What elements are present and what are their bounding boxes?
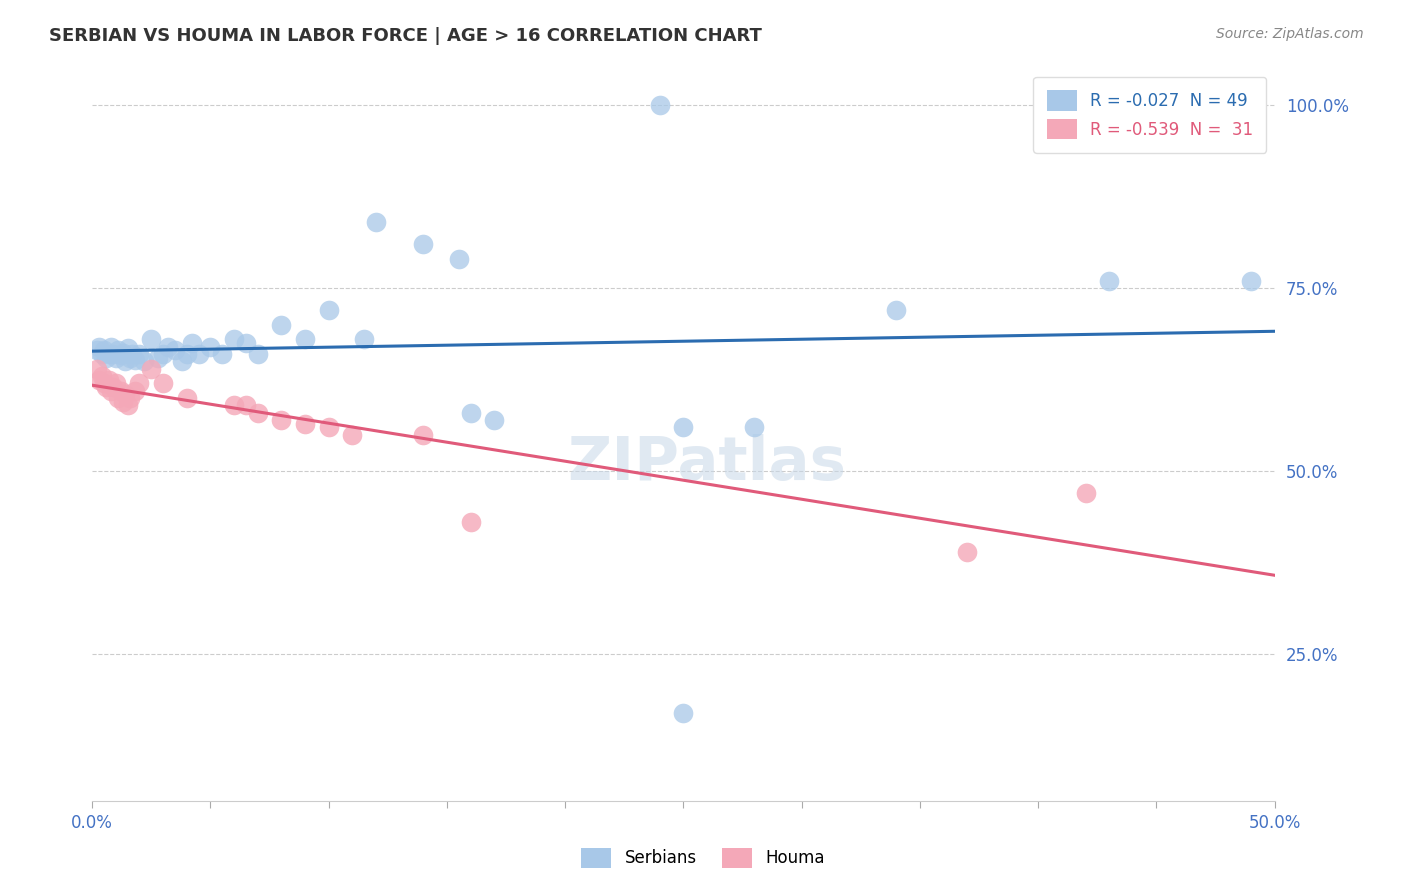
Legend: R = -0.027  N = 49, R = -0.539  N =  31: R = -0.027 N = 49, R = -0.539 N = 31 [1033,77,1267,153]
Point [124,352,146,367]
Point [294,417,316,431]
Point [294,332,316,346]
Point [318,303,340,318]
Point [170,354,193,368]
Point [180,336,202,351]
Point [235,336,257,351]
Point [460,516,482,530]
Point [246,347,269,361]
Point [97,373,120,387]
Legend: Serbians, Houma: Serbians, Houma [575,841,831,875]
Point [128,347,150,361]
Point [104,376,127,391]
Point [270,413,292,427]
Point [114,354,136,368]
Point [152,376,174,391]
Point [222,398,245,412]
Point [484,413,506,427]
Point [96,380,118,394]
Point [672,420,695,434]
Point [222,332,245,346]
Point [364,215,387,229]
Point [110,384,132,398]
Point [121,347,143,361]
Text: ZIPatlas: ZIPatlas [568,434,846,493]
Point [89,373,111,387]
Point [1074,486,1097,500]
Point [89,340,111,354]
Point [117,398,139,412]
Point [270,318,292,332]
Point [117,341,139,355]
Point [156,340,179,354]
Point [107,343,129,358]
Point [460,406,482,420]
Point [1240,274,1263,288]
Point [235,398,257,412]
Point [104,351,127,365]
Point [134,354,156,368]
Point [412,427,434,442]
Point [342,427,364,442]
Point [111,394,134,409]
Point [128,376,150,391]
Point [744,420,766,434]
Point [648,98,671,112]
Point [956,544,979,558]
Point [118,391,141,405]
Point [176,391,198,405]
Point [211,347,233,361]
Point [96,351,118,365]
Point [100,384,122,398]
Point [100,340,122,354]
Point [118,351,141,365]
Point [1098,274,1121,288]
Point [114,387,136,401]
Point [111,345,134,359]
Point [86,361,108,376]
Point [447,252,470,266]
Point [103,380,125,394]
Point [97,347,120,361]
Point [412,237,434,252]
Point [176,347,198,361]
Point [318,420,340,434]
Point [141,332,163,346]
Point [90,368,112,383]
Point [93,343,115,358]
Point [246,406,269,420]
Point [124,384,146,398]
Point [141,361,163,376]
Point [672,706,695,720]
Point [187,347,209,361]
Point [200,340,222,354]
Point [103,347,125,361]
Point [86,343,108,358]
Point [884,303,907,318]
Point [148,351,170,365]
Text: SERBIAN VS HOUMA IN LABOR FORCE | AGE > 16 CORRELATION CHART: SERBIAN VS HOUMA IN LABOR FORCE | AGE > … [49,27,762,45]
Point [110,348,132,362]
Point [107,391,129,405]
Point [93,376,115,391]
Text: Source: ZipAtlas.com: Source: ZipAtlas.com [1216,27,1364,41]
Point [163,343,186,358]
Point [152,347,174,361]
Point [353,332,375,346]
Point [90,347,112,361]
